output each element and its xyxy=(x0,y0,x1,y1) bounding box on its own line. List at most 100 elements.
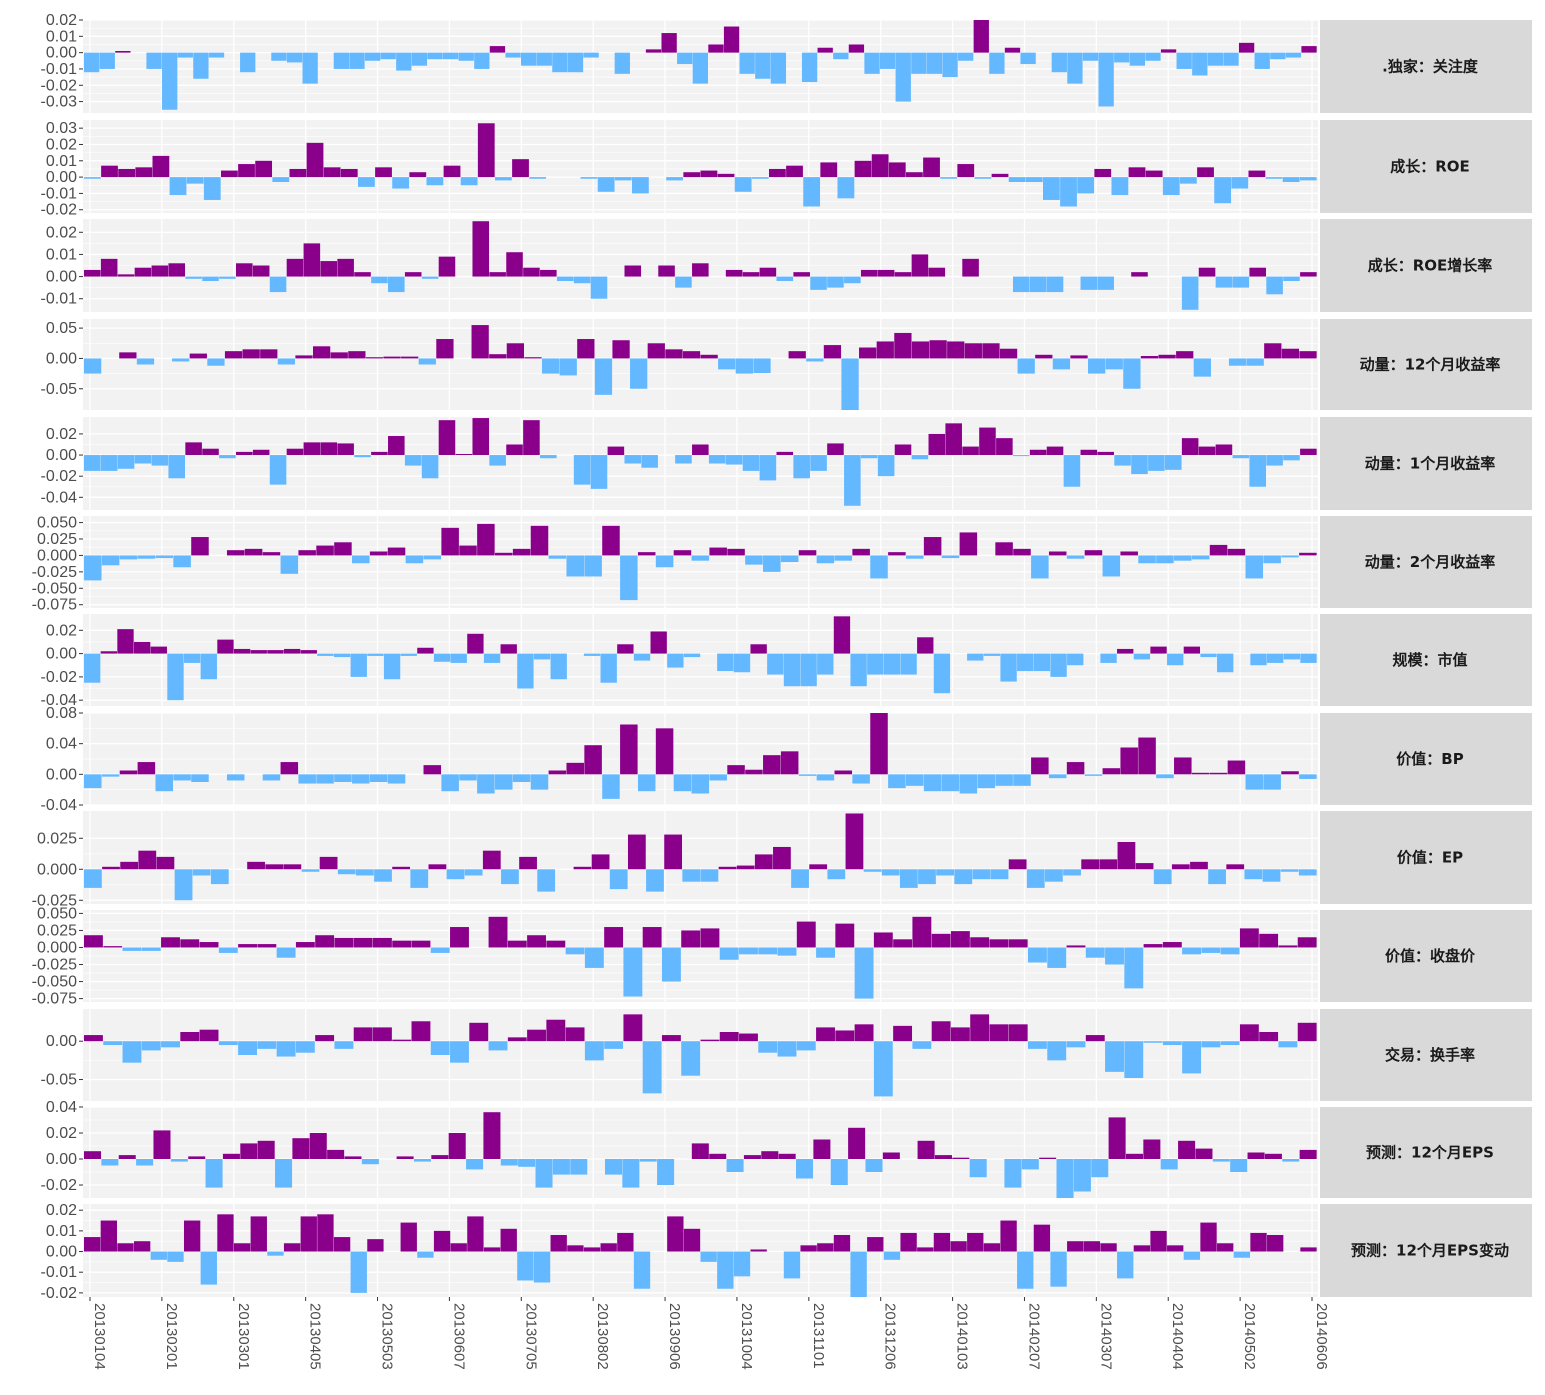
bar xyxy=(718,866,737,870)
facet-panel: 0.025 0.000 -0.025 价值：EP xyxy=(32,811,1532,909)
bar xyxy=(657,1159,675,1185)
bar xyxy=(252,449,270,456)
bar xyxy=(151,455,169,466)
bar xyxy=(1091,1159,1109,1178)
bar xyxy=(796,1159,814,1179)
bar xyxy=(725,455,743,465)
bar xyxy=(438,420,456,456)
bar xyxy=(477,523,495,556)
bar xyxy=(682,351,701,359)
y-tick-label: 0.05 xyxy=(46,320,77,337)
bar xyxy=(1031,555,1049,579)
facet-strip-label: 动量：2个月收益率 xyxy=(1365,553,1495,571)
y-tick-label: -0.075 xyxy=(32,991,77,1008)
bar xyxy=(277,358,296,365)
bar xyxy=(918,869,936,885)
y-tick-label: 0.02 xyxy=(46,1202,77,1219)
facet-strip-label: 预测：12个月EPS xyxy=(1366,1144,1494,1162)
bar xyxy=(552,1159,570,1175)
bar xyxy=(1217,1243,1234,1252)
bar xyxy=(286,448,304,456)
bar xyxy=(133,1241,151,1252)
facet-strip-label: .独家：关注度 xyxy=(1382,58,1479,76)
bar xyxy=(1220,1041,1240,1046)
bar xyxy=(392,1039,412,1042)
bar xyxy=(1192,52,1208,76)
y-tick-label: 0.00 xyxy=(46,1033,77,1050)
bar xyxy=(161,1041,180,1048)
y-tick-label: 0.000 xyxy=(37,939,77,956)
bar xyxy=(833,52,849,60)
bar xyxy=(1077,177,1095,194)
bar xyxy=(894,272,912,277)
bar xyxy=(421,276,439,279)
bar xyxy=(312,346,331,359)
facet-strip xyxy=(1320,417,1532,510)
bar xyxy=(358,177,375,187)
bar xyxy=(1267,1235,1284,1252)
y-tick-label: 0.01 xyxy=(46,153,77,170)
bar xyxy=(1105,947,1124,965)
bar xyxy=(844,455,861,506)
bar xyxy=(275,1159,293,1188)
y-tick-label: 0.00 xyxy=(46,447,77,464)
facet-panel: 0.02 0.00 -0.02 -0.04 动量：1个月收益率 xyxy=(41,417,1532,510)
bar xyxy=(583,52,599,58)
bar xyxy=(400,653,417,656)
bar xyxy=(584,947,604,968)
bar xyxy=(750,644,767,654)
bar xyxy=(1081,859,1100,870)
bar xyxy=(1128,167,1146,178)
bar xyxy=(349,52,365,69)
bar xyxy=(1282,1159,1300,1162)
bar xyxy=(632,177,649,194)
bar xyxy=(1266,455,1283,466)
bar xyxy=(1133,653,1151,660)
bar xyxy=(269,455,287,485)
bar xyxy=(1150,1230,1167,1252)
bar xyxy=(309,1133,327,1159)
bar xyxy=(1124,1041,1144,1078)
bar xyxy=(755,52,771,79)
bar xyxy=(122,947,142,951)
bar xyxy=(950,1027,970,1042)
bar xyxy=(647,343,665,359)
bar xyxy=(372,1027,392,1042)
bar xyxy=(1084,774,1103,776)
bar xyxy=(1249,267,1266,277)
bar xyxy=(700,1251,717,1262)
bar xyxy=(580,177,598,179)
bar xyxy=(1067,52,1083,84)
y-tick-label: 0.00 xyxy=(46,1151,77,1168)
bar xyxy=(84,269,101,277)
bar xyxy=(323,167,341,178)
bar xyxy=(1220,947,1240,955)
bar xyxy=(151,265,169,277)
bar xyxy=(512,774,531,782)
bar xyxy=(489,354,507,359)
bar xyxy=(835,923,855,948)
bar xyxy=(691,1143,709,1159)
bar xyxy=(177,52,193,58)
bar xyxy=(300,650,317,654)
bar xyxy=(1232,276,1250,288)
bar xyxy=(84,1151,102,1159)
bar xyxy=(156,856,175,870)
bar xyxy=(691,555,710,561)
bar xyxy=(428,864,447,870)
bar xyxy=(675,455,692,464)
bar xyxy=(864,52,880,74)
bar xyxy=(421,455,439,479)
bar xyxy=(813,1139,831,1159)
bar xyxy=(193,52,209,79)
bar xyxy=(1012,276,1030,293)
bar xyxy=(817,653,834,675)
bar xyxy=(1028,947,1047,963)
bar xyxy=(983,1243,1001,1252)
bar xyxy=(244,548,263,556)
bar xyxy=(1227,548,1246,556)
bar xyxy=(1133,1245,1151,1252)
bar xyxy=(683,653,701,658)
bar xyxy=(1108,1117,1126,1159)
